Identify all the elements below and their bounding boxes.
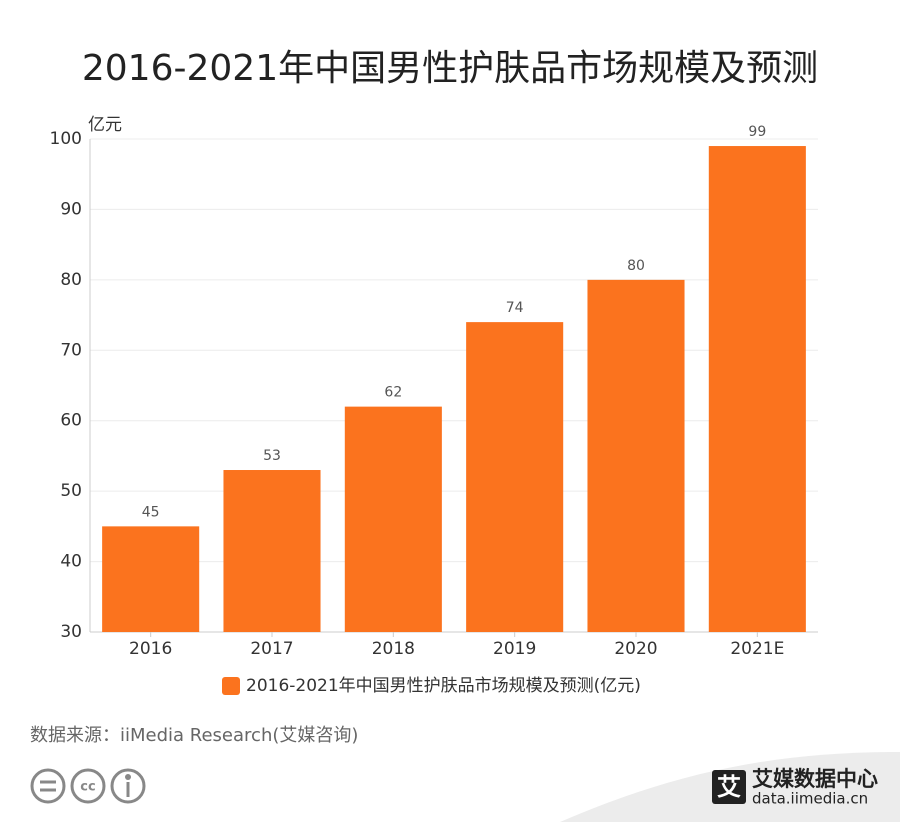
y-tick-label: 70 [60,340,82,360]
x-tick-label: 2020 [614,639,657,659]
y-axis-label: 亿元 [88,115,122,135]
logo-name: 艾媒数据中心 [752,767,878,791]
y-tick-label: 80 [60,270,82,290]
logo-box [712,770,746,804]
logo-url: data.iimedia.cn [752,790,868,808]
bar [587,279,685,632]
x-tick-label: 2016 [129,639,172,659]
y-tick-label: 30 [60,622,82,642]
chart-title: 2016-2021年中国男性护肤品市场规模及预测 [82,48,818,89]
icon [110,768,146,804]
license-icons [30,768,146,804]
x-tick-label: 2019 [493,639,536,659]
legend-label: 2016-2021年中国男性护肤品市场规模及预测(亿元) [246,676,641,696]
value-label: 99 [748,124,766,140]
bar [466,322,564,632]
logo-mark: 艾 [717,773,741,801]
value-label: 53 [263,448,281,464]
x-tick-label: 2021E [730,639,784,659]
y-tick-label: 100 [50,129,82,149]
icon [30,768,66,804]
value-label: 74 [506,300,524,316]
bar [102,526,200,632]
x-tick-label: 2018 [372,639,415,659]
bar [708,146,806,633]
source: 数据来源：iiMedia Research(艾媒咨询) [30,725,358,746]
y-tick-label: 40 [60,552,82,572]
value-label: 45 [142,504,160,520]
x-tick-label: 2017 [250,639,293,659]
y-tick-label: 90 [60,199,82,219]
bar [223,470,321,632]
icon [125,774,131,780]
legend-swatch [222,677,240,695]
y-tick-label: 60 [60,411,82,431]
y-tick-label: 50 [60,481,82,501]
license-text: cc [80,780,95,795]
value-label: 62 [384,385,402,401]
bar [344,406,442,632]
value-label: 80 [627,258,645,274]
icon [70,768,106,804]
